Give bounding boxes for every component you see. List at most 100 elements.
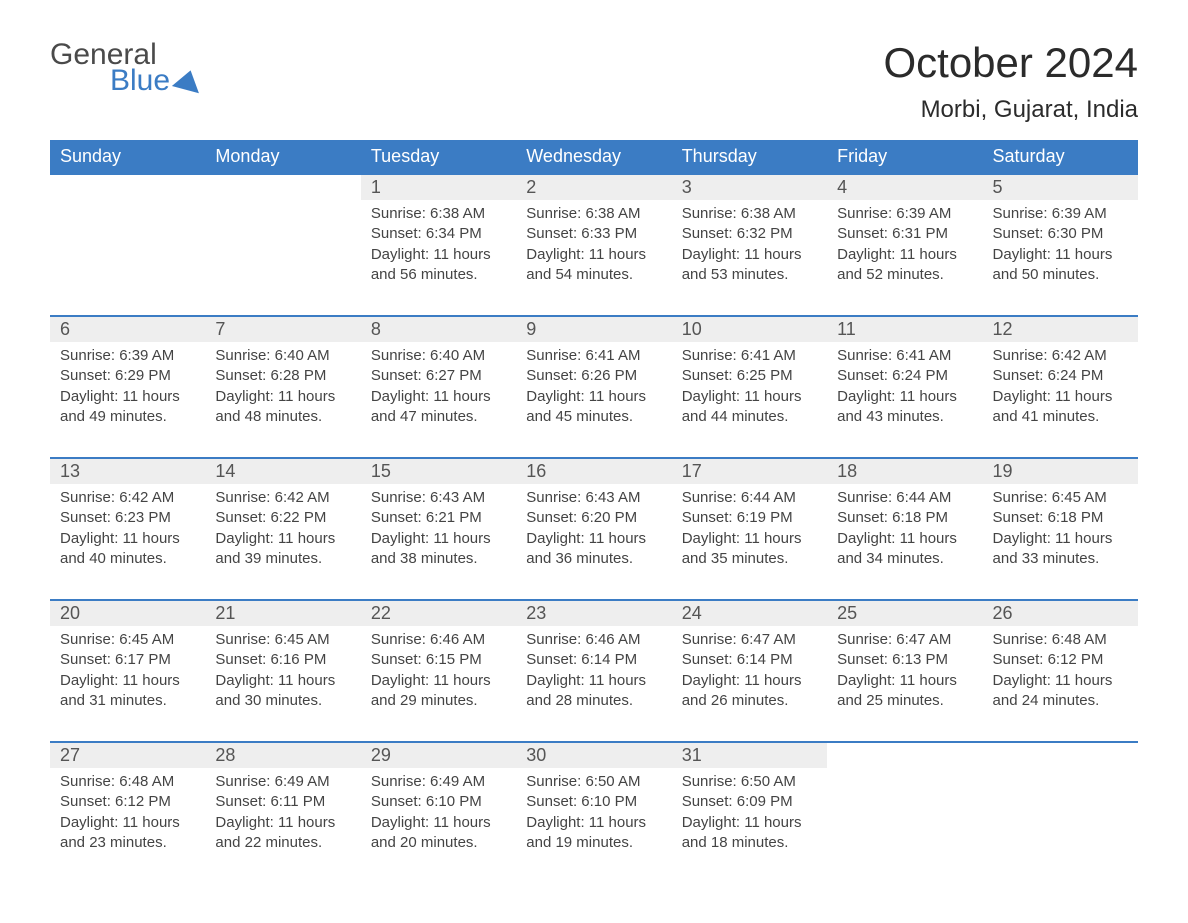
sunrise-line: Sunrise: 6:46 AM <box>526 630 661 650</box>
sunrise-line: Sunrise: 6:41 AM <box>526 346 661 366</box>
day-header: Thursday <box>672 140 827 174</box>
sunset-line: Sunset: 6:25 PM <box>682 366 817 386</box>
daylight-line: Daylight: 11 hours and 35 minutes. <box>682 529 817 570</box>
daylight-line: Daylight: 11 hours and 20 minutes. <box>371 813 506 854</box>
day-number: 29 <box>361 742 516 768</box>
sunset-line: Sunset: 6:16 PM <box>215 650 350 670</box>
day-number: 24 <box>672 600 827 626</box>
sunrise-line: Sunrise: 6:39 AM <box>60 346 195 366</box>
day-number: 4 <box>827 174 982 200</box>
sunset-line: Sunset: 6:09 PM <box>682 792 817 812</box>
daylight-line: Daylight: 11 hours and 29 minutes. <box>371 671 506 712</box>
day-body: Sunrise: 6:42 AMSunset: 6:23 PMDaylight:… <box>50 484 205 600</box>
day-number: 5 <box>983 174 1138 200</box>
day-body: Sunrise: 6:38 AMSunset: 6:32 PMDaylight:… <box>672 200 827 316</box>
day-header: Monday <box>205 140 360 174</box>
sunset-line: Sunset: 6:20 PM <box>526 508 661 528</box>
sunset-line: Sunset: 6:23 PM <box>60 508 195 528</box>
daylight-line: Daylight: 11 hours and 49 minutes. <box>60 387 195 428</box>
sunrise-line: Sunrise: 6:41 AM <box>837 346 972 366</box>
day-body: Sunrise: 6:47 AMSunset: 6:13 PMDaylight:… <box>827 626 982 742</box>
day-body: Sunrise: 6:45 AMSunset: 6:16 PMDaylight:… <box>205 626 360 742</box>
week-body-row: Sunrise: 6:45 AMSunset: 6:17 PMDaylight:… <box>50 626 1138 742</box>
day-body: Sunrise: 6:38 AMSunset: 6:33 PMDaylight:… <box>516 200 671 316</box>
week-body-row: Sunrise: 6:39 AMSunset: 6:29 PMDaylight:… <box>50 342 1138 458</box>
sunset-line: Sunset: 6:12 PM <box>60 792 195 812</box>
daylight-line: Daylight: 11 hours and 54 minutes. <box>526 245 661 286</box>
daylight-line: Daylight: 11 hours and 52 minutes. <box>837 245 972 286</box>
day-body <box>827 768 982 883</box>
calendar-table: SundayMondayTuesdayWednesdayThursdayFrid… <box>50 140 1138 883</box>
day-body: Sunrise: 6:44 AMSunset: 6:18 PMDaylight:… <box>827 484 982 600</box>
sunrise-line: Sunrise: 6:48 AM <box>993 630 1128 650</box>
daylight-line: Daylight: 11 hours and 48 minutes. <box>215 387 350 428</box>
day-number: 8 <box>361 316 516 342</box>
sunset-line: Sunset: 6:32 PM <box>682 224 817 244</box>
day-body: Sunrise: 6:43 AMSunset: 6:21 PMDaylight:… <box>361 484 516 600</box>
daylight-line: Daylight: 11 hours and 53 minutes. <box>682 245 817 286</box>
sunrise-line: Sunrise: 6:40 AM <box>215 346 350 366</box>
header: General Blue October 2024 Morbi, Gujarat… <box>50 40 1138 124</box>
day-body: Sunrise: 6:43 AMSunset: 6:20 PMDaylight:… <box>516 484 671 600</box>
sunset-line: Sunset: 6:21 PM <box>371 508 506 528</box>
sunrise-line: Sunrise: 6:45 AM <box>215 630 350 650</box>
day-number: 27 <box>50 742 205 768</box>
day-body: Sunrise: 6:41 AMSunset: 6:25 PMDaylight:… <box>672 342 827 458</box>
daylight-line: Daylight: 11 hours and 26 minutes. <box>682 671 817 712</box>
daylight-line: Daylight: 11 hours and 43 minutes. <box>837 387 972 428</box>
day-body: Sunrise: 6:40 AMSunset: 6:27 PMDaylight:… <box>361 342 516 458</box>
sunset-line: Sunset: 6:31 PM <box>837 224 972 244</box>
sunrise-line: Sunrise: 6:43 AM <box>371 488 506 508</box>
sunset-line: Sunset: 6:18 PM <box>837 508 972 528</box>
page-title: October 2024 <box>883 40 1138 86</box>
day-body: Sunrise: 6:39 AMSunset: 6:30 PMDaylight:… <box>983 200 1138 316</box>
sunset-line: Sunset: 6:14 PM <box>526 650 661 670</box>
sunrise-line: Sunrise: 6:50 AM <box>682 772 817 792</box>
day-number: 7 <box>205 316 360 342</box>
day-body <box>205 200 360 316</box>
daylight-line: Daylight: 11 hours and 28 minutes. <box>526 671 661 712</box>
sunrise-line: Sunrise: 6:41 AM <box>682 346 817 366</box>
daylight-line: Daylight: 11 hours and 39 minutes. <box>215 529 350 570</box>
day-number: 23 <box>516 600 671 626</box>
day-number <box>827 742 982 768</box>
day-body: Sunrise: 6:44 AMSunset: 6:19 PMDaylight:… <box>672 484 827 600</box>
day-number: 17 <box>672 458 827 484</box>
daylight-line: Daylight: 11 hours and 31 minutes. <box>60 671 195 712</box>
day-number: 28 <box>205 742 360 768</box>
day-body: Sunrise: 6:45 AMSunset: 6:18 PMDaylight:… <box>983 484 1138 600</box>
sunset-line: Sunset: 6:10 PM <box>526 792 661 812</box>
day-body: Sunrise: 6:48 AMSunset: 6:12 PMDaylight:… <box>983 626 1138 742</box>
daylight-line: Daylight: 11 hours and 23 minutes. <box>60 813 195 854</box>
day-body: Sunrise: 6:38 AMSunset: 6:34 PMDaylight:… <box>361 200 516 316</box>
day-number: 3 <box>672 174 827 200</box>
sunset-line: Sunset: 6:13 PM <box>837 650 972 670</box>
sunrise-line: Sunrise: 6:38 AM <box>682 204 817 224</box>
sunset-line: Sunset: 6:33 PM <box>526 224 661 244</box>
daylight-line: Daylight: 11 hours and 47 minutes. <box>371 387 506 428</box>
day-body: Sunrise: 6:49 AMSunset: 6:10 PMDaylight:… <box>361 768 516 883</box>
sunrise-line: Sunrise: 6:43 AM <box>526 488 661 508</box>
sunrise-line: Sunrise: 6:47 AM <box>837 630 972 650</box>
week-number-row: 12345 <box>50 174 1138 200</box>
day-body <box>983 768 1138 883</box>
day-number: 14 <box>205 458 360 484</box>
sunrise-line: Sunrise: 6:45 AM <box>993 488 1128 508</box>
daylight-line: Daylight: 11 hours and 56 minutes. <box>371 245 506 286</box>
day-number: 20 <box>50 600 205 626</box>
daylight-line: Daylight: 11 hours and 38 minutes. <box>371 529 506 570</box>
day-body: Sunrise: 6:46 AMSunset: 6:15 PMDaylight:… <box>361 626 516 742</box>
week-body-row: Sunrise: 6:38 AMSunset: 6:34 PMDaylight:… <box>50 200 1138 316</box>
sunset-line: Sunset: 6:34 PM <box>371 224 506 244</box>
sunrise-line: Sunrise: 6:42 AM <box>215 488 350 508</box>
sunset-line: Sunset: 6:11 PM <box>215 792 350 812</box>
sunset-line: Sunset: 6:10 PM <box>371 792 506 812</box>
day-body: Sunrise: 6:41 AMSunset: 6:24 PMDaylight:… <box>827 342 982 458</box>
sunrise-line: Sunrise: 6:44 AM <box>682 488 817 508</box>
title-block: October 2024 Morbi, Gujarat, India <box>883 40 1138 124</box>
sunrise-line: Sunrise: 6:40 AM <box>371 346 506 366</box>
day-number: 22 <box>361 600 516 626</box>
daylight-line: Daylight: 11 hours and 36 minutes. <box>526 529 661 570</box>
day-body: Sunrise: 6:41 AMSunset: 6:26 PMDaylight:… <box>516 342 671 458</box>
sunset-line: Sunset: 6:15 PM <box>371 650 506 670</box>
